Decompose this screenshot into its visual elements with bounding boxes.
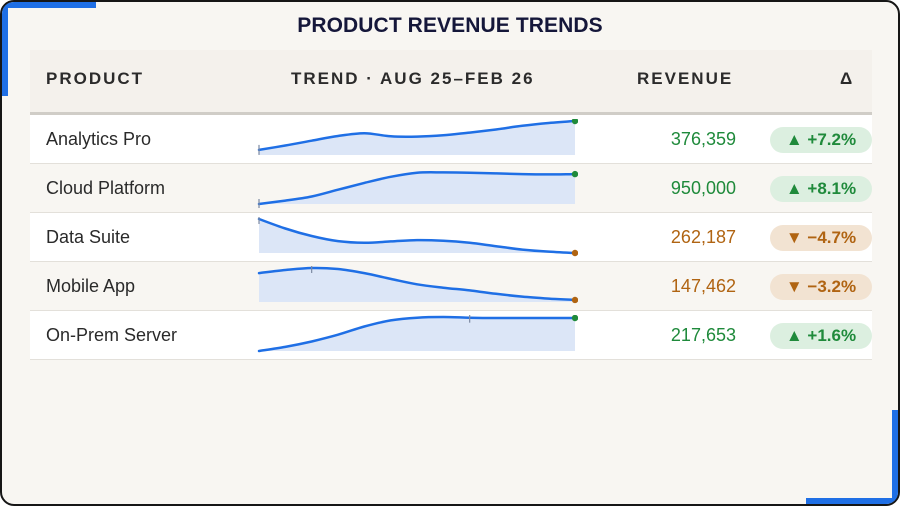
delta-badge: ▲ +8.1% bbox=[770, 176, 872, 202]
sparkline-line bbox=[257, 119, 577, 152]
revenue-value: 950,000 bbox=[670, 178, 736, 198]
trend-sparkline bbox=[257, 266, 578, 304]
sparkline-end-point bbox=[571, 296, 578, 304]
sparkline-end-point bbox=[571, 315, 578, 322]
header-delta: Δ bbox=[840, 69, 855, 88]
delta-badge: ▼ −4.7% bbox=[770, 225, 872, 251]
revenue-value: 376,359 bbox=[670, 129, 736, 149]
sparkline-end-point bbox=[571, 249, 578, 257]
sparkline-area bbox=[259, 219, 575, 253]
trend-sparkline bbox=[257, 170, 578, 208]
product-name: Data Suite bbox=[46, 227, 131, 247]
table-header: PRODUCT TREND · AUG 25–FEB 26 REVENUE Δ bbox=[30, 50, 872, 115]
trend-sparkline bbox=[257, 315, 578, 353]
sparkline-end-point bbox=[571, 170, 578, 178]
revenue-value: 262,187 bbox=[670, 227, 736, 247]
product-name: Mobile App bbox=[46, 276, 136, 296]
sparkline-line bbox=[257, 217, 577, 255]
corner-accent-top-left bbox=[2, 2, 96, 8]
sparkline-area bbox=[259, 172, 575, 204]
corner-accent-bottom-right-vertical bbox=[892, 410, 898, 504]
delta-badge: ▲ +7.2% bbox=[770, 127, 872, 153]
table-row: Analytics Pro 376,359 ▲ +7.2% bbox=[30, 115, 872, 164]
trend-sparkline bbox=[257, 119, 578, 155]
table-row: Cloud Platform 950,000 ▲ +8.1% bbox=[30, 164, 872, 213]
sparkline-line bbox=[257, 171, 577, 206]
product-name: Cloud Platform bbox=[46, 178, 166, 198]
product-name: On-Prem Server bbox=[46, 325, 178, 345]
header-trend: TREND · AUG 25–FEB 26 bbox=[291, 69, 535, 88]
chart-title: PRODUCT REVENUE TRENDS bbox=[297, 14, 603, 37]
corner-accent-top-left-vertical bbox=[2, 2, 8, 96]
table-row: Data Suite 262,187 ▼ −4.7% bbox=[30, 213, 872, 262]
sparkline-area bbox=[259, 317, 575, 351]
trend-sparkline bbox=[257, 217, 578, 257]
corner-accent-bottom-right bbox=[806, 498, 898, 504]
delta-badge: ▲ +1.6% bbox=[770, 323, 872, 349]
header-product: PRODUCT bbox=[46, 69, 145, 88]
delta-badge: ▼ −3.2% bbox=[770, 274, 872, 300]
table-row: On-Prem Server 217,653 ▲ +1.6% bbox=[30, 311, 872, 360]
revenue-value: 147,462 bbox=[670, 276, 736, 296]
product-name: Analytics Pro bbox=[46, 129, 152, 149]
sparkline-end-point bbox=[571, 119, 578, 125]
table-row: Mobile App 147,462 ▼ −3.2% bbox=[30, 262, 872, 311]
header-revenue: REVENUE bbox=[637, 69, 734, 88]
sparkline-line bbox=[257, 315, 577, 353]
revenue-value: 217,653 bbox=[670, 325, 736, 345]
